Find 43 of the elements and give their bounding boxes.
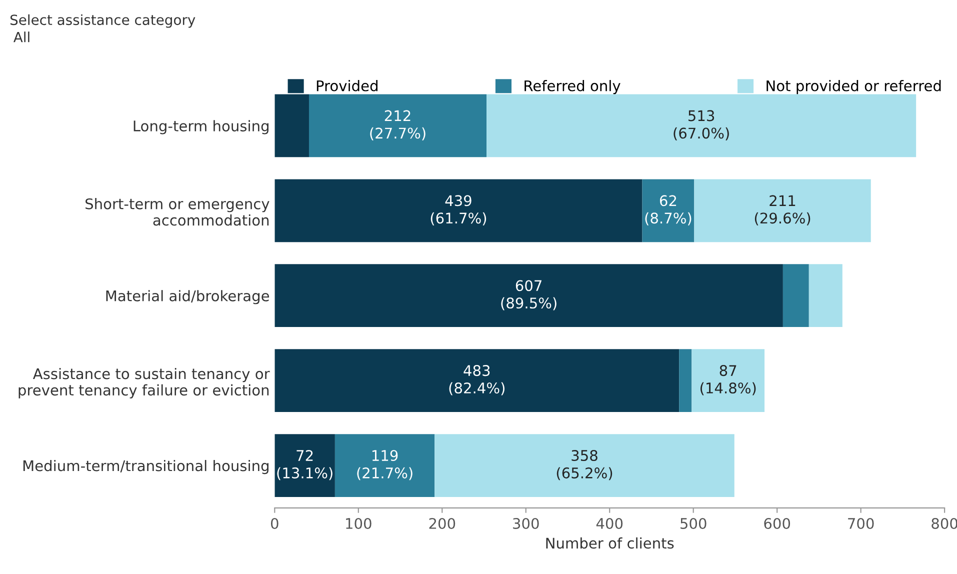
bar: [434, 434, 734, 497]
bar: [334, 434, 435, 497]
bar: [308, 94, 487, 158]
legend-label: Not provided or referred: [766, 80, 941, 94]
x-tick-label: 400: [596, 518, 623, 529]
bar: [694, 179, 871, 242]
y-tick-label: Medium-term/transitional housing: [23, 460, 268, 474]
x-tick-label: 200: [429, 518, 456, 529]
data-label: 358 (65.2%): [556, 450, 612, 480]
bar: [782, 264, 809, 328]
x-tick-label: 700: [848, 518, 874, 529]
bar: [274, 264, 783, 328]
data-label: 211 (29.6%): [754, 195, 810, 226]
x-axis-title: Number of clients: [546, 537, 674, 549]
data-label: 483 (82.4%): [449, 365, 504, 396]
bar: [274, 434, 335, 497]
data-label: 62 (8.7%): [645, 195, 692, 226]
data-label: 513 (67.0%): [674, 110, 729, 140]
y-tick-label: Long-term housing: [134, 120, 268, 134]
bar: [274, 349, 680, 412]
bar: [808, 264, 842, 328]
data-label: 607 (89.5%): [501, 280, 556, 310]
x-tick-label: 0: [270, 518, 278, 529]
y-tick-label: Short-term or emergency accommodation: [86, 198, 270, 226]
legend-label: Referred only: [524, 80, 620, 94]
legend-label: Provided: [316, 80, 378, 92]
bar: [274, 179, 642, 242]
x-tick-label: 500: [680, 518, 706, 529]
text: Select assistance category: [10, 14, 196, 28]
x-tick-label: 100: [346, 518, 372, 529]
bar: [692, 349, 765, 412]
data-label: 72 (13.1%): [277, 450, 332, 480]
y-tick-label: Assistance to sustain tenancy or prevent tenancy failure or eviction: [18, 368, 270, 398]
bar: [679, 349, 692, 412]
data-label: 439 (61.7%): [430, 195, 486, 226]
y-tick-label: Material aid/brokerage: [106, 290, 270, 304]
x-tick-label: 300: [513, 518, 539, 529]
data-label: 87 (14.8%): [700, 365, 756, 396]
text: All: [14, 32, 30, 42]
bar: [642, 179, 694, 242]
data-label: 119 (21.7%): [357, 450, 412, 480]
data-label: 212 (27.7%): [370, 110, 426, 140]
x-tick-label: 600: [764, 518, 790, 529]
